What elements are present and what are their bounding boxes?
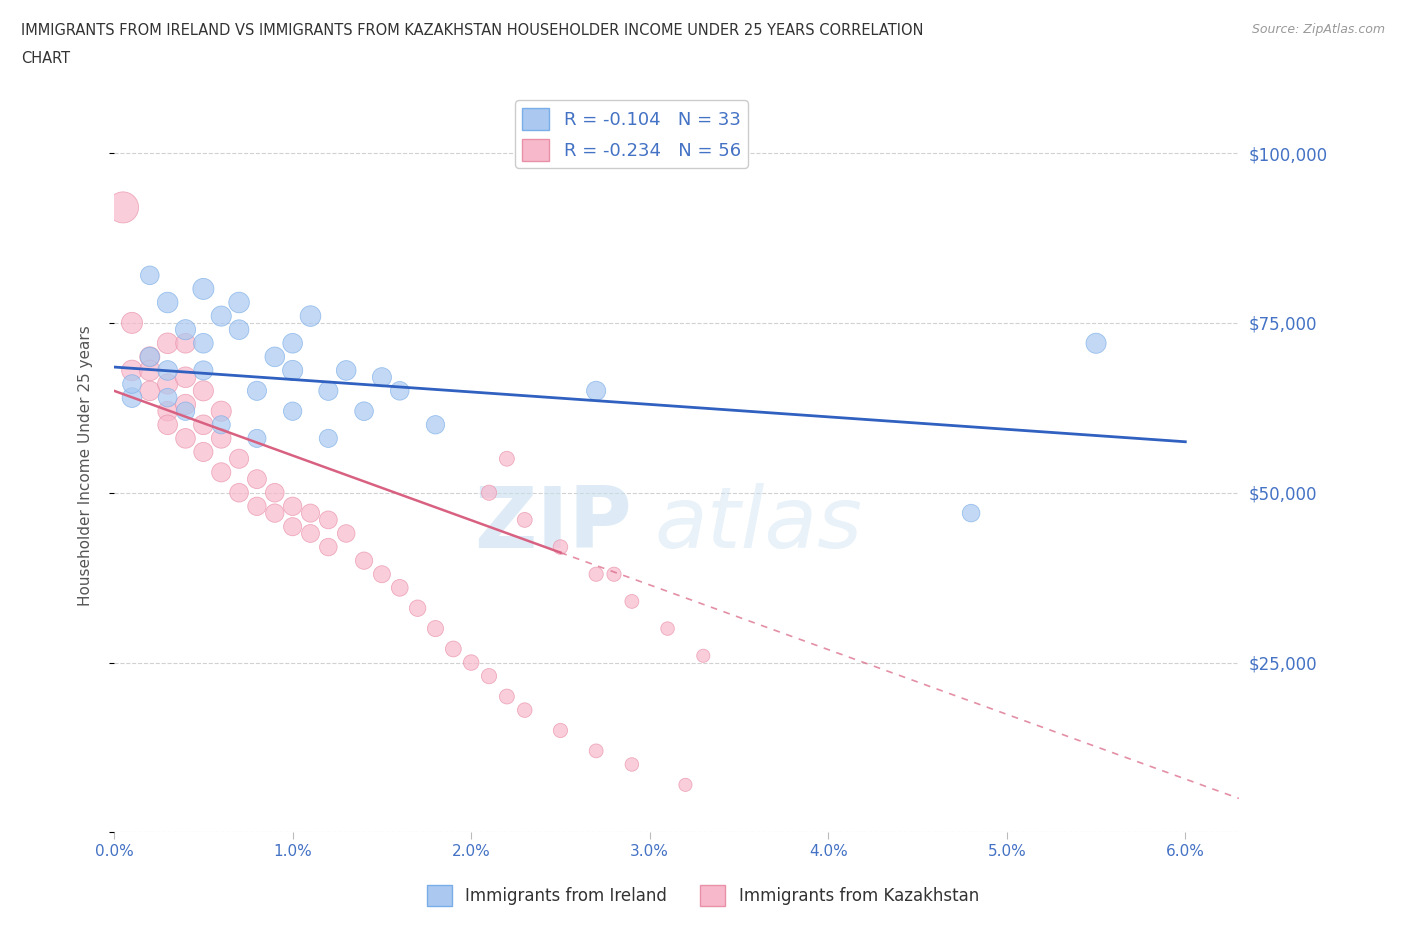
Point xyxy=(209,418,232,432)
Point xyxy=(550,723,572,737)
Point xyxy=(585,383,607,398)
Point xyxy=(174,404,197,418)
Point xyxy=(460,655,482,670)
Point xyxy=(193,445,215,459)
Point xyxy=(318,383,340,398)
Point xyxy=(550,539,572,554)
Point xyxy=(139,268,162,283)
Point xyxy=(425,621,447,636)
Point xyxy=(620,594,643,609)
Point xyxy=(406,601,429,616)
Point xyxy=(353,553,375,568)
Point xyxy=(139,363,162,378)
Point xyxy=(673,777,696,792)
Point xyxy=(209,431,232,445)
Point xyxy=(121,315,143,330)
Y-axis label: Householder Income Under 25 years: Householder Income Under 25 years xyxy=(79,326,93,606)
Point xyxy=(174,431,197,445)
Point xyxy=(228,451,250,466)
Point xyxy=(620,757,643,772)
Point xyxy=(193,282,215,297)
Point xyxy=(960,506,983,521)
Point xyxy=(193,336,215,351)
Text: Source: ZipAtlas.com: Source: ZipAtlas.com xyxy=(1251,23,1385,36)
Point xyxy=(156,295,179,310)
Point xyxy=(121,391,143,405)
Legend: R = -0.104   N = 33, R = -0.234   N = 56: R = -0.104 N = 33, R = -0.234 N = 56 xyxy=(515,100,748,168)
Text: atlas: atlas xyxy=(654,483,862,565)
Point xyxy=(281,363,304,378)
Point xyxy=(299,309,322,324)
Point xyxy=(299,526,322,541)
Point xyxy=(121,377,143,392)
Point xyxy=(246,472,269,486)
Point xyxy=(112,200,135,215)
Point xyxy=(281,519,304,534)
Point xyxy=(371,566,394,581)
Point xyxy=(174,370,197,385)
Point xyxy=(603,566,626,581)
Legend: Immigrants from Ireland, Immigrants from Kazakhstan: Immigrants from Ireland, Immigrants from… xyxy=(420,879,986,912)
Point xyxy=(209,309,232,324)
Point xyxy=(388,383,411,398)
Point xyxy=(174,322,197,337)
Point xyxy=(156,336,179,351)
Point xyxy=(193,418,215,432)
Point xyxy=(139,350,162,365)
Point xyxy=(371,370,394,385)
Text: IMMIGRANTS FROM IRELAND VS IMMIGRANTS FROM KAZAKHSTAN HOUSEHOLDER INCOME UNDER 2: IMMIGRANTS FROM IRELAND VS IMMIGRANTS FR… xyxy=(21,23,924,38)
Point xyxy=(478,669,501,684)
Text: ZIP: ZIP xyxy=(474,483,631,565)
Point xyxy=(478,485,501,500)
Point xyxy=(425,418,447,432)
Point xyxy=(209,465,232,480)
Point xyxy=(692,648,714,663)
Point xyxy=(156,418,179,432)
Point xyxy=(139,350,162,365)
Point xyxy=(246,498,269,513)
Point xyxy=(193,363,215,378)
Point xyxy=(156,363,179,378)
Point xyxy=(335,363,357,378)
Point xyxy=(246,383,269,398)
Point xyxy=(174,336,197,351)
Point xyxy=(228,295,250,310)
Point xyxy=(246,431,269,445)
Point xyxy=(585,743,607,758)
Point xyxy=(318,539,340,554)
Point xyxy=(513,703,536,718)
Point xyxy=(318,512,340,527)
Point xyxy=(441,642,464,657)
Point xyxy=(263,350,285,365)
Point xyxy=(496,689,519,704)
Point xyxy=(228,322,250,337)
Point xyxy=(156,404,179,418)
Point xyxy=(193,383,215,398)
Point xyxy=(281,498,304,513)
Point xyxy=(263,506,285,521)
Point xyxy=(228,485,250,500)
Point xyxy=(209,404,232,418)
Point xyxy=(353,404,375,418)
Point xyxy=(281,336,304,351)
Point xyxy=(388,580,411,595)
Point xyxy=(156,391,179,405)
Text: CHART: CHART xyxy=(21,51,70,66)
Point xyxy=(299,506,322,521)
Point xyxy=(335,526,357,541)
Point xyxy=(139,383,162,398)
Point xyxy=(496,451,519,466)
Point xyxy=(156,377,179,392)
Point xyxy=(657,621,679,636)
Point xyxy=(1085,336,1108,351)
Point xyxy=(281,404,304,418)
Point xyxy=(585,566,607,581)
Point xyxy=(174,397,197,412)
Point xyxy=(513,512,536,527)
Point xyxy=(318,431,340,445)
Point xyxy=(121,363,143,378)
Point xyxy=(263,485,285,500)
